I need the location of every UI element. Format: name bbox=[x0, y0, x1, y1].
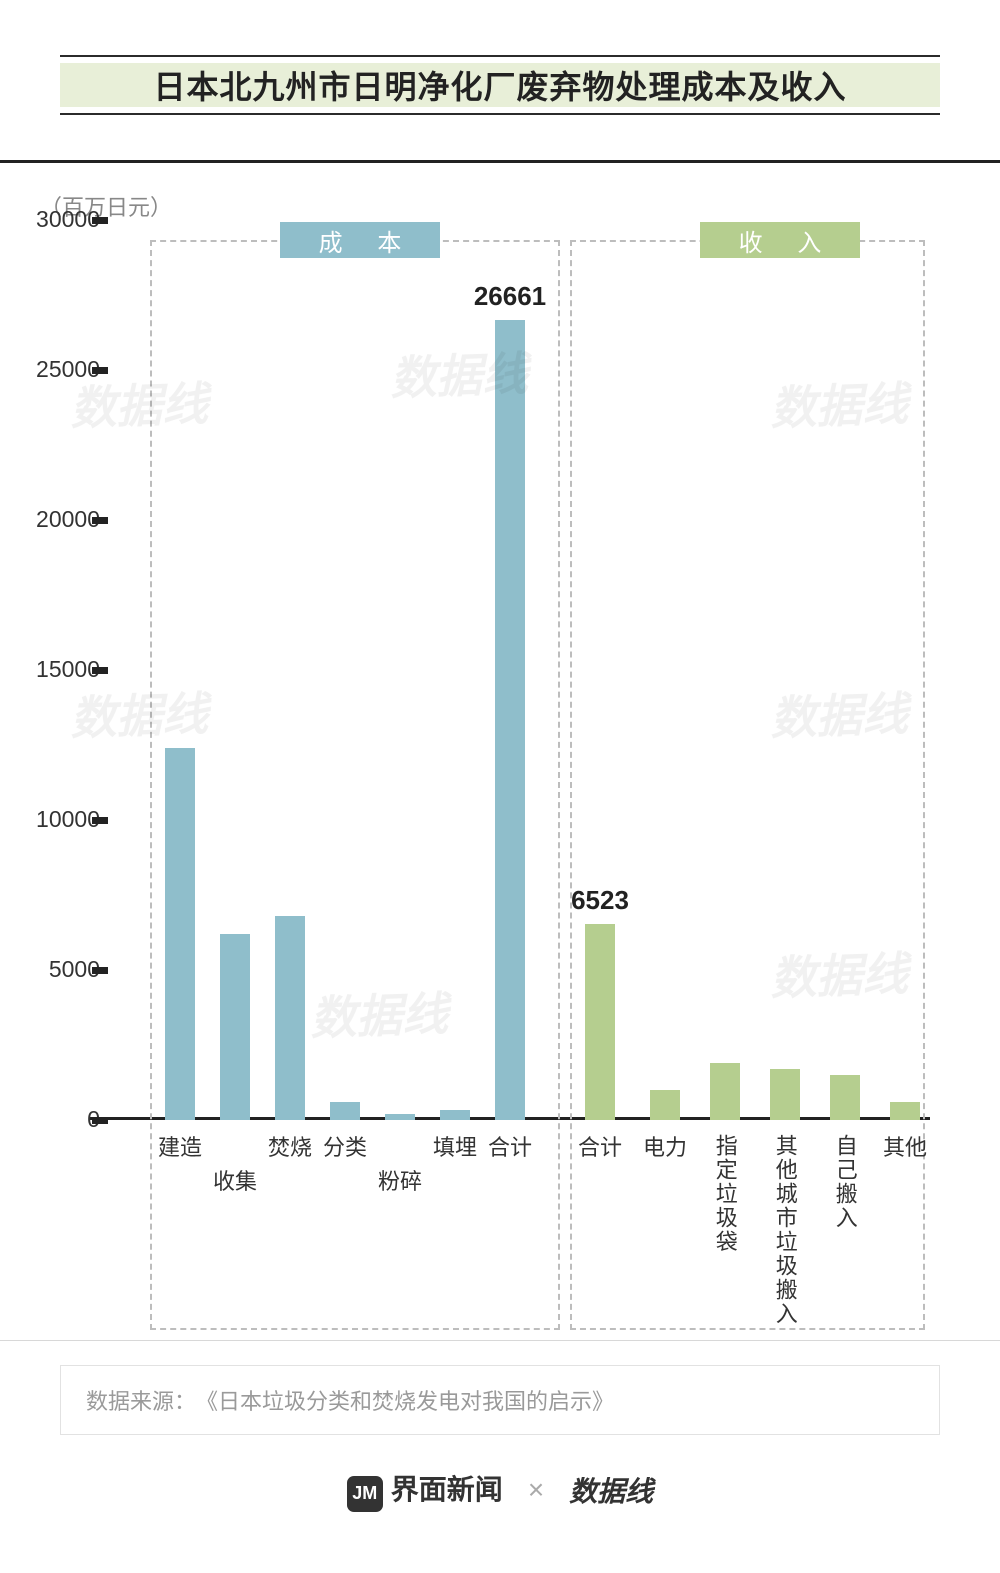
bar bbox=[220, 934, 250, 1120]
y-tick-label: 25000 bbox=[30, 356, 100, 383]
chart: （百万日元） 成 本 收 入 0500010000150002000025000… bbox=[40, 190, 960, 1250]
x-category-label: 自己搬入 bbox=[831, 1134, 859, 1230]
y-tick-label: 30000 bbox=[30, 206, 100, 233]
x-category-label: 建造 bbox=[158, 1134, 202, 1162]
credit-jiemian: JM 界面新闻 bbox=[347, 1468, 503, 1512]
bar bbox=[275, 916, 305, 1120]
bar bbox=[830, 1075, 860, 1120]
x-category-label: 粉碎 bbox=[378, 1168, 422, 1196]
bar-value-label: 26661 bbox=[460, 281, 560, 312]
bar bbox=[385, 1114, 415, 1120]
divider-footer bbox=[0, 1340, 1000, 1341]
x-category-label: 收集 bbox=[213, 1168, 257, 1196]
x-category-label: 指定垃圾袋 bbox=[711, 1134, 739, 1254]
y-tick-label: 5000 bbox=[30, 956, 100, 983]
data-source: 数据来源： 《日本垃圾分类和焚烧发电对我国的启示》 bbox=[60, 1365, 940, 1435]
y-tick-mark bbox=[92, 367, 108, 374]
page: 日本北九州市日明净化厂废弃物处理成本及收入 （百万日元） 成 本 收 入 050… bbox=[0, 0, 1000, 1573]
y-tick-mark bbox=[92, 817, 108, 824]
jiemian-logo-icon: JM bbox=[347, 1476, 383, 1512]
source-label: 数据来源： bbox=[86, 1384, 196, 1416]
y-tick-mark bbox=[92, 517, 108, 524]
x-category-label: 合计 bbox=[578, 1134, 622, 1162]
y-tick-label: 20000 bbox=[30, 506, 100, 533]
bar bbox=[710, 1063, 740, 1120]
bar bbox=[890, 1102, 920, 1120]
source-text: 《日本垃圾分类和焚烧发电对我国的启示》 bbox=[196, 1384, 614, 1416]
credit-jiemian-text: 界面新闻 bbox=[391, 1474, 503, 1505]
x-category-label: 分类 bbox=[323, 1134, 367, 1162]
x-category-label: 其他城市垃圾搬入 bbox=[771, 1134, 799, 1326]
divider-top bbox=[0, 160, 1000, 163]
x-category-label: 合计 bbox=[488, 1134, 532, 1162]
x-axis-categories: 建造收集焚烧分类粉碎填埋合计合计电力指定垃圾袋其他城市垃圾搬入自己搬入其他 bbox=[110, 1122, 930, 1302]
y-tick-mark bbox=[92, 967, 108, 974]
bar bbox=[330, 1102, 360, 1120]
y-tick-mark bbox=[92, 667, 108, 674]
credit-separator: × bbox=[528, 1474, 544, 1506]
title-bar: 日本北九州市日明净化厂废弃物处理成本及收入 bbox=[60, 55, 940, 115]
credits: JM 界面新闻 × 数据线 bbox=[0, 1460, 1000, 1520]
group-label-cost: 成 本 bbox=[280, 222, 440, 258]
plot-area: 成 本 收 入 05000100001500020000250003000026… bbox=[110, 220, 930, 1120]
y-tick-label: 10000 bbox=[30, 806, 100, 833]
x-category-label: 其他 bbox=[883, 1134, 927, 1162]
bar-value-label: 6523 bbox=[550, 885, 650, 916]
group-label-income: 收 入 bbox=[700, 222, 860, 258]
bar bbox=[650, 1090, 680, 1120]
bar bbox=[165, 748, 195, 1120]
y-tick-label: 15000 bbox=[30, 656, 100, 683]
x-category-label: 电力 bbox=[643, 1134, 687, 1162]
credit-datawire: 数据线 bbox=[569, 1470, 653, 1510]
x-category-label: 填埋 bbox=[433, 1134, 477, 1162]
bar bbox=[440, 1110, 470, 1121]
y-tick-mark bbox=[92, 1117, 108, 1124]
bar bbox=[495, 320, 525, 1120]
x-category-label: 焚烧 bbox=[268, 1134, 312, 1162]
y-tick-mark bbox=[92, 217, 108, 224]
y-tick-label: 0 bbox=[30, 1106, 100, 1133]
chart-title: 日本北九州市日明净化厂废弃物处理成本及收入 bbox=[60, 55, 940, 115]
bar bbox=[770, 1069, 800, 1120]
bar bbox=[585, 924, 615, 1120]
